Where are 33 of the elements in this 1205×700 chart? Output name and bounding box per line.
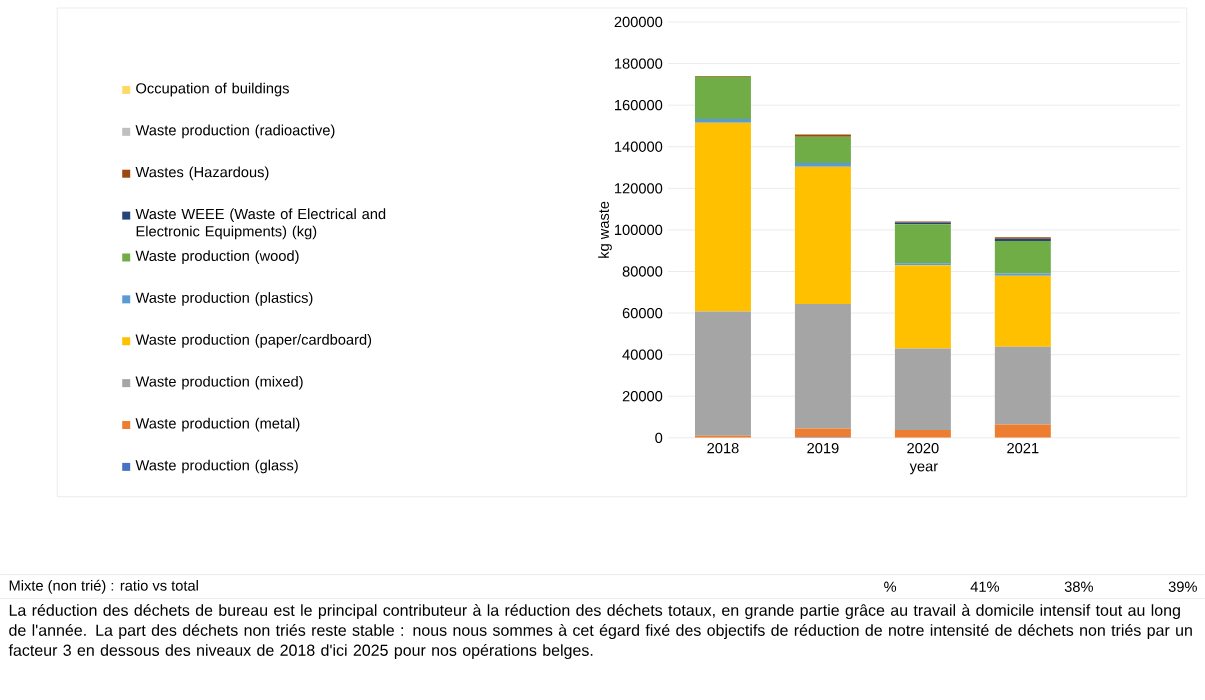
y-tick-label: 40000: [622, 349, 663, 360]
y-tick-label: 0: [655, 432, 663, 444]
legend-label: Occupation of buildings: [136, 82, 289, 97]
legend-label: Waste production (glass): [135, 459, 298, 474]
y-tick-label: 100000: [615, 224, 663, 236]
y-axis-title: kg waste: [598, 201, 612, 258]
legend-label: Waste production (mixed): [135, 376, 303, 390]
legend-label: Wastes (Hazardous): [135, 166, 269, 181]
y-tick-label: 180000: [615, 58, 663, 69]
legend-label: Waste production (plastics): [135, 292, 313, 306]
legend-label: Waste production (metal): [135, 417, 300, 432]
x-axis-title: year: [909, 463, 938, 475]
text: 38%: [1064, 581, 1093, 593]
legend-label: Waste production (paper/cardboard): [135, 334, 372, 348]
x-tick-label: 2021: [1007, 443, 1039, 454]
legend-label: Waste production (wood): [135, 250, 299, 265]
text: Mixte (non trié) : ratio vs total: [9, 579, 198, 594]
y-tick-label: 200000: [614, 16, 663, 28]
text: 39%: [1168, 581, 1197, 593]
y-tick-label: 120000: [615, 183, 663, 194]
legend-label: Waste production (radioactive): [135, 124, 335, 139]
x-tick-label: 2020: [907, 443, 939, 454]
text: La réduction des déchets de bureau est le principal contributeur à la réduction des déchets totaux, en grande partie grâce au travail à domicile intensif tout au long de l'année. La part des déchets non triés reste stable : nous nous sommes à cet égard fixé des objectifs de réduction de notre intensité de déchets non triés par un facteur 3 en dessous des niveaux de 2018 d'ici 2025 pour nos opérations belges.: [8, 604, 1192, 660]
text: 41%: [970, 581, 1000, 593]
y-tick-label: 60000: [622, 308, 663, 319]
y-tick-label: 80000: [622, 266, 663, 277]
y-tick-label: 160000: [615, 100, 663, 111]
x-tick-label: 2018: [707, 443, 739, 454]
y-tick-label: 140000: [615, 141, 663, 153]
y-tick-label: 20000: [622, 391, 663, 402]
text: %: [884, 581, 897, 593]
legend-label: Waste WEEE (Waste of Electrical and Electronic Equipments) (kg): [135, 208, 386, 240]
x-tick-label: 2019: [807, 443, 839, 454]
